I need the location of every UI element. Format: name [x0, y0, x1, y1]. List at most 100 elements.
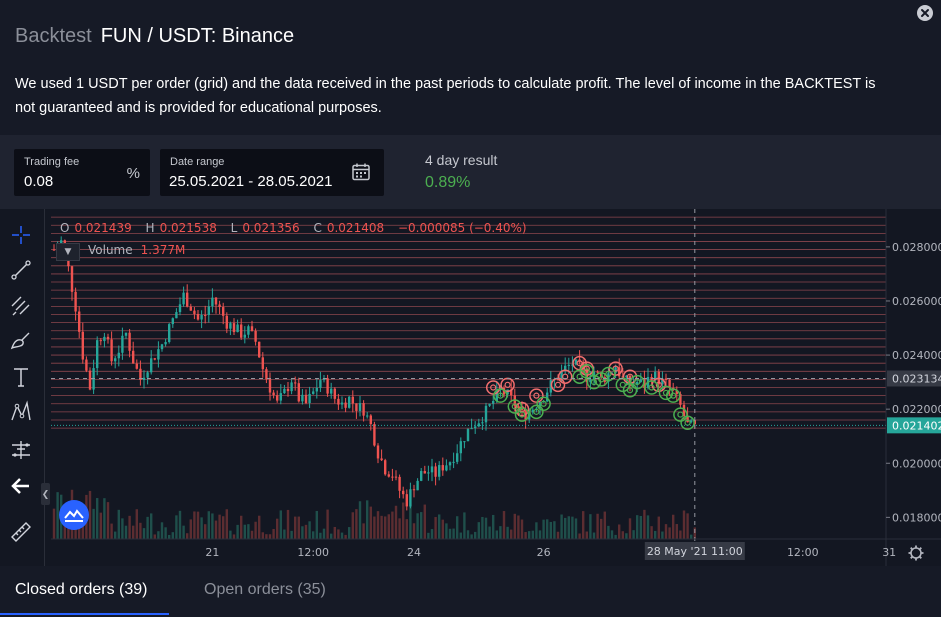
candle-body: [474, 426, 477, 429]
volume-bar: [142, 528, 146, 539]
volume-bar: [679, 530, 682, 539]
calendar-icon[interactable]: [351, 162, 371, 182]
volume-bar: [326, 509, 329, 539]
measure-tool[interactable]: [6, 435, 36, 465]
gear-tooth: [918, 547, 922, 551]
trend-line-icon: [11, 260, 31, 280]
text-tool[interactable]: [6, 362, 36, 392]
candle-body: [463, 441, 466, 443]
description-text: We used 1 USDT per order (grid) and the …: [15, 76, 876, 116]
candle-body: [117, 352, 120, 359]
volume-bar: [286, 509, 290, 539]
time-tick-label: 24: [407, 546, 421, 559]
exit-marker-ring: [493, 388, 508, 403]
candle-body: [279, 393, 282, 401]
volume-bar: [189, 519, 192, 539]
volume-bar: [168, 534, 171, 539]
crosshair-tool[interactable]: [6, 220, 36, 250]
volume-bar: [499, 526, 502, 539]
trading-fee-value[interactable]: 0.08: [24, 173, 54, 190]
trading-fee-field[interactable]: Trading fee 0.08 %: [14, 149, 150, 196]
candle-body: [574, 359, 578, 365]
volume-bar: [225, 509, 228, 539]
logo-icon: [64, 509, 84, 522]
candle-body: [549, 380, 552, 393]
candle-body: [340, 402, 344, 405]
candle-body: [412, 489, 416, 491]
volume-bar: [182, 525, 185, 539]
volume-bar: [618, 524, 621, 539]
back-tool[interactable]: [6, 471, 36, 501]
ruler-tool[interactable]: [6, 517, 36, 547]
candle-body: [542, 401, 545, 403]
exit-marker-ring: [572, 369, 587, 384]
volume-bar: [355, 509, 358, 539]
volume-bar: [535, 522, 538, 539]
volume-bar: [686, 513, 689, 539]
fib-tool[interactable]: [6, 291, 36, 321]
date-range-value[interactable]: 25.05.2021 - 28.05.2021: [169, 173, 333, 190]
gear-ring: [910, 547, 922, 559]
candle-body: [229, 323, 232, 329]
volume-bar: [384, 516, 387, 539]
pattern-tool[interactable]: [6, 397, 36, 427]
pattern-icon: [11, 400, 31, 421]
date-range-field[interactable]: Date range 25.05.2021 - 28.05.2021: [160, 149, 384, 196]
candle-body: [520, 408, 524, 411]
brush-tool[interactable]: [6, 326, 36, 356]
volume-bar: [351, 512, 354, 539]
tab-closed-orders[interactable]: Closed orders (39): [15, 581, 148, 598]
entry-marker-ring: [557, 369, 573, 384]
ohlc-legend: O 0.021439 H 0.021538 L 0.021356 C 0.021408 …: [60, 221, 532, 235]
candle-body: [52, 249, 56, 251]
volume-bar: [438, 514, 441, 539]
high-key: H: [145, 221, 155, 235]
exit-marker: [579, 364, 595, 379]
volume-bar: [96, 498, 99, 539]
volume-bar: [571, 516, 574, 539]
volume-bar: [682, 510, 686, 539]
candle-body: [560, 370, 563, 381]
pair-title: FUN / USDT: Binance: [100, 25, 295, 47]
volume-bar: [222, 516, 225, 539]
candle-body: [232, 323, 236, 333]
candle-body: [207, 306, 210, 316]
volume-bar: [672, 514, 675, 539]
candle-body: [668, 379, 671, 388]
volume-bar: [344, 534, 347, 539]
candle-body: [589, 379, 592, 383]
candle-body: [502, 387, 506, 395]
exit-marker: [673, 407, 688, 422]
candle-body: [438, 465, 441, 477]
candle-body: [74, 291, 77, 312]
candle-body: [265, 369, 268, 380]
volume-bar: [380, 515, 383, 539]
trend-line-tool[interactable]: [6, 255, 36, 285]
toolbar-collapse-button[interactable]: ❮: [41, 483, 50, 505]
volume-bar: [258, 515, 261, 539]
percent-unit: %: [126, 165, 140, 182]
volume-bar: [121, 518, 124, 539]
gear-tooth: [910, 555, 914, 559]
close-button[interactable]: [917, 5, 933, 21]
volume-toggle[interactable]: ▼: [56, 243, 80, 261]
candle-body: [636, 381, 639, 385]
volume-bar: [387, 514, 390, 539]
volume-bar: [103, 498, 106, 539]
candle-body: [664, 378, 668, 380]
chart-area[interactable]: ❮ 0.028000 0.026000 0.024000 0.022000 0.0200…: [0, 209, 941, 566]
params-panel: Trading fee 0.08 % Date range 25.05.2021…: [0, 135, 941, 209]
candle-body: [492, 400, 495, 404]
chart-logo-badge[interactable]: [59, 500, 89, 530]
candle-body: [434, 466, 437, 477]
volume-bar: [358, 501, 362, 539]
volume-bar: [592, 532, 596, 539]
volume-bar: [546, 519, 549, 539]
tab-open-orders[interactable]: Open orders (35): [204, 581, 326, 598]
volume-bar: [150, 513, 153, 539]
result-value: 0.89%: [425, 174, 471, 191]
volume-bar: [567, 516, 570, 539]
volume-bar: [628, 518, 632, 539]
price-chart[interactable]: 0.028000 0.026000 0.024000 0.022000 0.020000…: [51, 209, 941, 566]
candle-body: [607, 373, 610, 382]
